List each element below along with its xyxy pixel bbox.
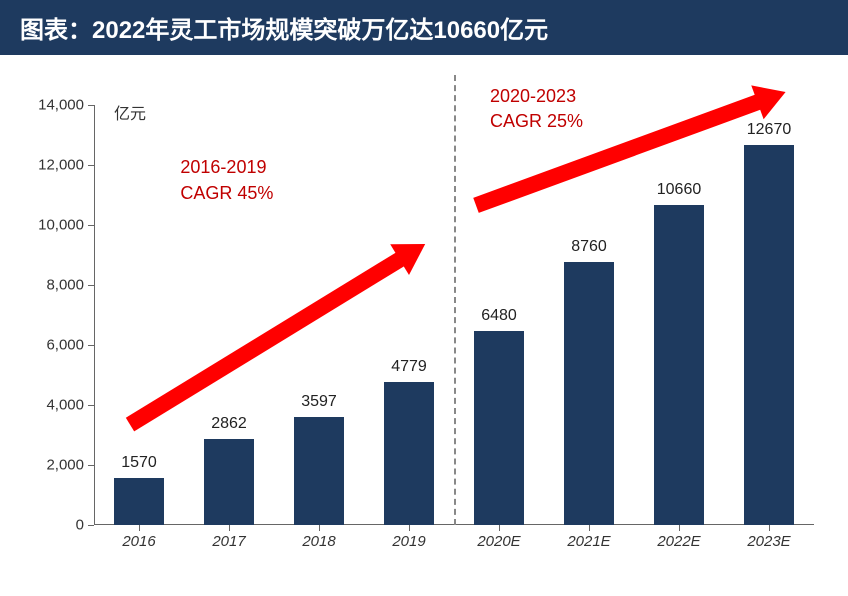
bar: 12670	[744, 145, 794, 525]
y-tick-label: 6,000	[46, 337, 94, 354]
bar-value-label: 12670	[747, 121, 792, 145]
y-tick-label: 14,000	[38, 97, 94, 114]
bar-value-label: 8760	[571, 238, 607, 262]
x-tick-label: 2020E	[477, 525, 520, 550]
chart-title: 图表：2022年灵工市场规模突破万亿达10660亿元	[0, 0, 848, 55]
x-tick-label: 2023E	[747, 525, 790, 550]
bar-value-label: 4779	[391, 358, 427, 382]
bar-value-label: 3597	[301, 393, 337, 417]
bar-value-label: 6480	[481, 307, 517, 331]
bar: 1570	[114, 478, 164, 525]
y-tick-label: 0	[76, 517, 94, 534]
chart-area: 亿元 0 2,000 4,000 6,000 8,000 10,000 12,000 14,0…	[14, 65, 834, 585]
x-tick-label: 2022E	[657, 525, 700, 550]
bar-value-label: 1570	[121, 454, 157, 478]
y-tick-label: 12,000	[38, 157, 94, 174]
y-tick-label: 4,000	[46, 397, 94, 414]
y-axis	[94, 105, 95, 525]
x-tick-label: 2018	[302, 525, 335, 550]
period-divider	[454, 75, 456, 525]
y-axis-unit-label: 亿元	[114, 100, 146, 124]
plot-region: 亿元 02,0004,0006,0008,00010,00012,00014,0…	[94, 105, 814, 525]
bar: 3597	[294, 417, 344, 525]
y-tick-label: 8,000	[46, 277, 94, 294]
x-tick-label: 2017	[212, 525, 245, 550]
cagr-annotation: 2016-2019CAGR 45%	[180, 155, 273, 205]
x-tick-label: 2021E	[567, 525, 610, 550]
y-tick-label: 2,000	[46, 457, 94, 474]
bar: 2862	[204, 439, 254, 525]
bar: 8760	[564, 262, 614, 525]
bar-value-label: 10660	[657, 181, 702, 205]
bar: 6480	[474, 331, 524, 525]
cagr-annotation: 2020-2023CAGR 25%	[490, 84, 583, 134]
bar: 10660	[654, 205, 704, 525]
x-tick-label: 2019	[392, 525, 425, 550]
y-tick-label: 10,000	[38, 217, 94, 234]
bar-value-label: 2862	[211, 415, 247, 439]
bar: 4779	[384, 382, 434, 525]
x-tick-label: 2016	[122, 525, 155, 550]
